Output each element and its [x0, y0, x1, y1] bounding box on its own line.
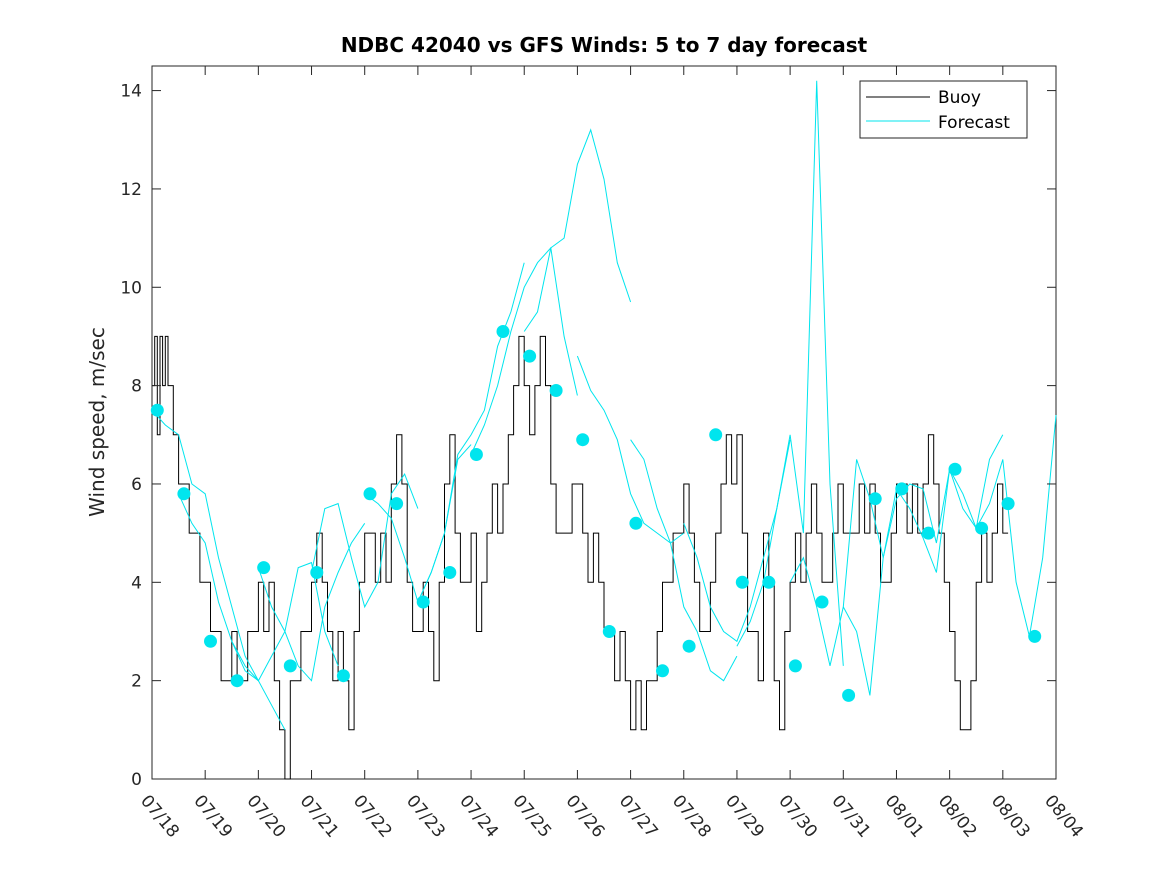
y-axis-label: Wind speed, m/sec	[85, 327, 109, 517]
legend-entry-buoy: Buoy	[938, 88, 981, 108]
forecast-marker	[523, 350, 536, 363]
forecast-marker	[603, 625, 616, 638]
forecast-marker	[470, 448, 483, 461]
forecast-marker	[443, 566, 456, 579]
forecast-marker	[576, 433, 589, 446]
forecast-marker	[284, 659, 297, 672]
y-tick-label: 2	[131, 672, 142, 692]
forecast-marker	[683, 640, 696, 653]
legend-entry-forecast: Forecast	[938, 113, 1010, 133]
forecast-marker	[762, 576, 775, 589]
forecast-marker	[1002, 497, 1015, 510]
forecast-marker	[949, 463, 962, 476]
forecast-marker	[709, 428, 722, 441]
forecast-marker	[842, 689, 855, 702]
y-tick-label: 10	[120, 278, 142, 298]
plot-area	[152, 66, 1056, 779]
forecast-marker	[310, 566, 323, 579]
legend: Buoy Forecast	[860, 81, 1027, 138]
chart-title: NDBC 42040 vs GFS Winds: 5 to 7 day fore…	[341, 33, 868, 57]
forecast-marker	[869, 492, 882, 505]
forecast-marker	[1028, 630, 1041, 643]
forecast-marker	[629, 517, 642, 530]
forecast-marker	[231, 674, 244, 687]
wind-chart: NDBC 42040 vs GFS Winds: 5 to 7 day fore…	[0, 0, 1167, 875]
forecast-marker	[789, 659, 802, 672]
y-tick-label: 6	[131, 475, 142, 495]
forecast-marker	[337, 669, 350, 682]
forecast-marker	[975, 522, 988, 535]
forecast-marker	[656, 664, 669, 677]
forecast-marker	[816, 596, 829, 609]
forecast-marker	[736, 576, 749, 589]
y-tick-label: 14	[120, 82, 142, 102]
forecast-marker	[204, 635, 217, 648]
forecast-marker	[550, 384, 563, 397]
forecast-marker	[922, 527, 935, 540]
y-tick-label: 0	[131, 770, 142, 790]
forecast-marker	[151, 404, 164, 417]
forecast-marker	[257, 561, 270, 574]
forecast-marker	[895, 482, 908, 495]
y-tick-label: 8	[131, 377, 142, 397]
forecast-marker	[497, 325, 510, 338]
y-tick-label: 12	[120, 180, 142, 200]
forecast-marker	[177, 487, 190, 500]
forecast-marker	[390, 497, 403, 510]
forecast-marker	[417, 596, 430, 609]
forecast-marker	[364, 487, 377, 500]
y-tick-label: 4	[131, 573, 142, 593]
